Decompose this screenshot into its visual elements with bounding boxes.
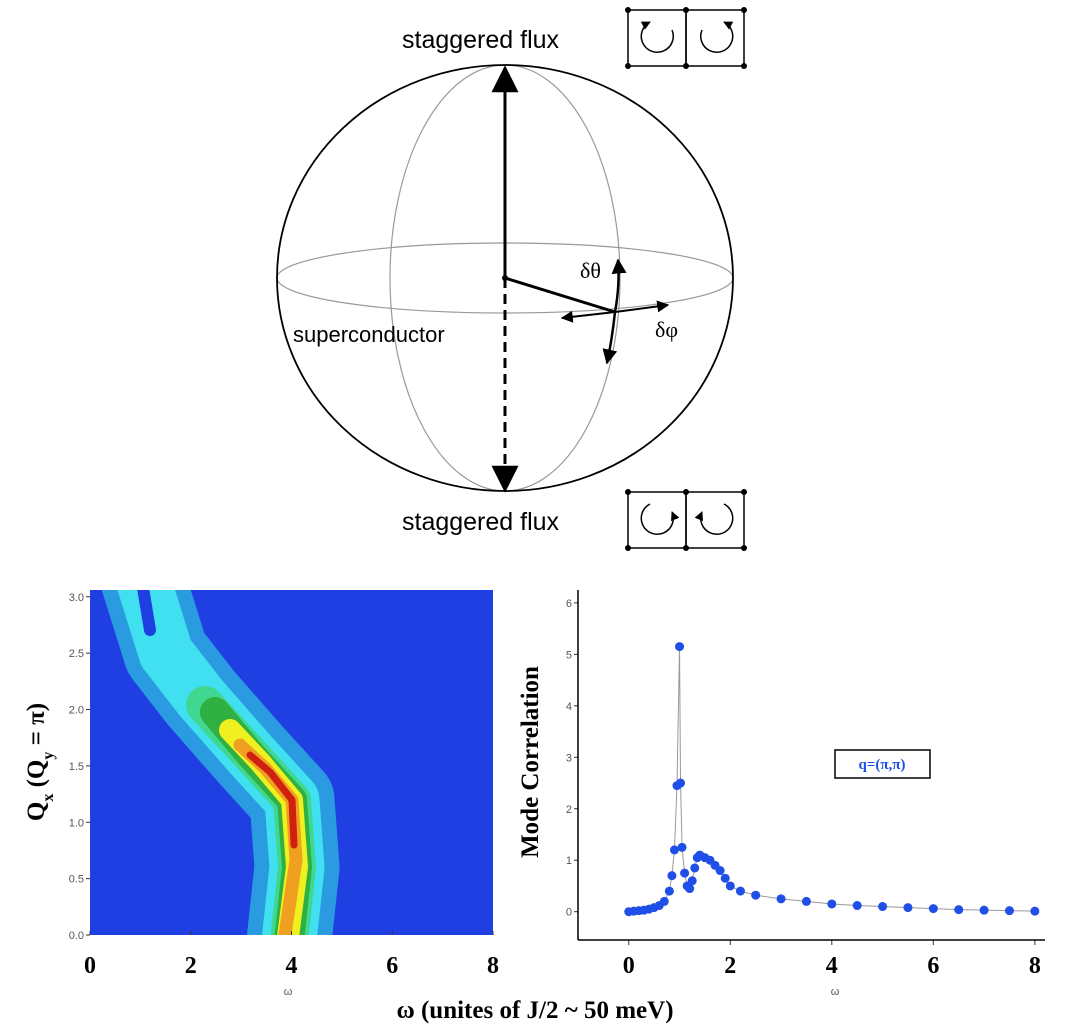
flux-icon-bottom xyxy=(625,489,747,551)
equator-label: superconductor xyxy=(293,322,445,347)
y-tick-label: 1.5 xyxy=(69,761,84,773)
point xyxy=(928,904,938,914)
point xyxy=(659,896,669,906)
x-tick-label: 6 xyxy=(386,953,398,979)
point xyxy=(676,778,686,788)
x-axis-title: ω xyxy=(284,986,293,998)
point xyxy=(801,896,811,906)
bottom-label: staggered flux xyxy=(402,508,560,536)
label-part: x xyxy=(40,794,57,802)
point xyxy=(725,881,735,891)
point xyxy=(664,886,674,896)
legend-box xyxy=(834,749,931,779)
point xyxy=(852,901,862,911)
figure-x-title: ω (unites of J/2 ~ 50 meV) xyxy=(396,997,673,1024)
y-tick-label: 6 xyxy=(566,598,572,610)
y-tick-label: 2.5 xyxy=(69,648,84,660)
x-tick-label: 4 xyxy=(286,953,298,979)
x-axis-title: ω xyxy=(831,986,840,998)
y-tick-label: 2.0 xyxy=(69,705,84,717)
y-tick-label: 4 xyxy=(566,701,572,713)
point xyxy=(667,871,677,881)
point xyxy=(720,873,730,883)
contour-plot xyxy=(90,590,493,935)
point xyxy=(677,842,687,852)
label-part: (Q xyxy=(23,760,50,794)
state-vector xyxy=(504,276,616,314)
theta-arrow xyxy=(611,258,627,313)
point xyxy=(954,905,964,915)
phi-arrow xyxy=(614,300,670,313)
contour-hole xyxy=(137,590,156,636)
point xyxy=(680,868,690,878)
phi-arrow-back xyxy=(560,310,616,323)
point xyxy=(751,890,761,900)
y-tick-label: 3.0 xyxy=(69,592,84,604)
x-tick-label: 2 xyxy=(185,953,197,979)
contour-level xyxy=(246,751,298,849)
point xyxy=(735,886,745,896)
phi-label: δφ xyxy=(655,317,678,342)
label-part: y xyxy=(40,752,57,760)
point xyxy=(878,902,888,912)
point xyxy=(687,876,697,886)
legend-label: q=(π,π) xyxy=(858,757,905,773)
point xyxy=(675,642,685,652)
y-tick-label: 0.5 xyxy=(69,874,84,886)
x-tick-label: 0 xyxy=(84,953,96,979)
point xyxy=(1004,906,1014,916)
point xyxy=(669,845,679,855)
x-tick-label: 0 xyxy=(623,953,635,979)
correlation-plot: q=(π,π) xyxy=(834,749,931,779)
theta-arrow-back xyxy=(602,311,618,365)
x-tick-label: 2 xyxy=(724,953,736,979)
x-tick-label: 8 xyxy=(1029,953,1041,979)
y-tick-label: 1 xyxy=(566,855,572,867)
point xyxy=(776,894,786,904)
top-label: staggered flux xyxy=(402,26,560,54)
label-part: Q xyxy=(23,802,50,821)
y-tick-label: 2 xyxy=(566,804,572,816)
flux-icon-top xyxy=(625,7,747,69)
y-tick-label: 1.0 xyxy=(69,817,84,829)
x-tick-label: 8 xyxy=(487,953,499,979)
y-axis-title: Qx (Qy = π) xyxy=(23,703,57,821)
point xyxy=(903,903,913,913)
y-tick-label: 5 xyxy=(566,649,572,661)
label-part: = π) xyxy=(23,703,50,752)
x-tick-label: 6 xyxy=(927,953,939,979)
point xyxy=(715,866,725,876)
point xyxy=(690,863,700,873)
point xyxy=(979,905,989,915)
y-tick-label: 0.0 xyxy=(69,930,84,942)
y-axis-title: Mode Correlation xyxy=(517,666,544,858)
y-tick-label: 0 xyxy=(566,907,572,919)
x-tick-label: 4 xyxy=(826,953,838,979)
point xyxy=(827,899,837,909)
series-line xyxy=(628,646,1035,913)
point xyxy=(1030,906,1040,916)
y-tick-label: 3 xyxy=(566,752,572,764)
point xyxy=(685,884,695,894)
theta-label: δθ xyxy=(580,258,601,283)
sphere-diagram: staggered flux staggered flux supercondu… xyxy=(276,7,747,551)
